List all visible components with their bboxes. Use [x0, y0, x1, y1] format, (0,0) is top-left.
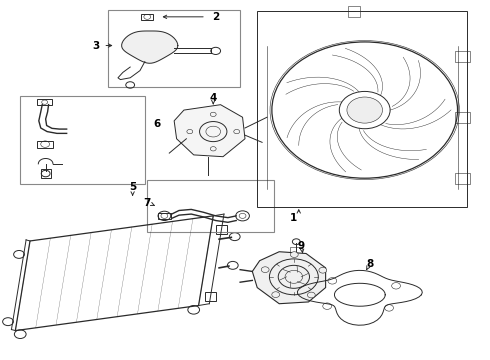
- Circle shape: [347, 97, 383, 123]
- Polygon shape: [122, 31, 178, 63]
- Bar: [455, 173, 470, 184]
- Text: 9: 9: [297, 241, 305, 251]
- Circle shape: [291, 252, 298, 257]
- Bar: [290, 247, 302, 253]
- Bar: [347, 6, 360, 17]
- Polygon shape: [174, 105, 245, 157]
- Bar: [108, 10, 240, 87]
- Bar: [158, 213, 171, 219]
- Text: 5: 5: [129, 182, 136, 192]
- Bar: [455, 51, 470, 62]
- Text: 8: 8: [366, 259, 373, 269]
- Text: 7: 7: [144, 198, 151, 208]
- Circle shape: [319, 267, 327, 273]
- Bar: [205, 292, 216, 301]
- Text: 1: 1: [290, 213, 297, 222]
- Circle shape: [307, 292, 315, 298]
- Bar: [20, 96, 145, 184]
- Bar: [216, 225, 227, 234]
- Polygon shape: [252, 252, 326, 304]
- Bar: [37, 140, 53, 148]
- Bar: [455, 112, 470, 123]
- Bar: [147, 180, 274, 232]
- Text: 6: 6: [153, 120, 161, 129]
- Bar: [37, 99, 52, 105]
- Text: 2: 2: [212, 12, 220, 22]
- Circle shape: [261, 267, 269, 273]
- Text: 3: 3: [92, 41, 99, 50]
- Circle shape: [272, 292, 280, 297]
- Bar: [142, 14, 153, 20]
- Text: 4: 4: [210, 93, 217, 103]
- Bar: [41, 169, 50, 178]
